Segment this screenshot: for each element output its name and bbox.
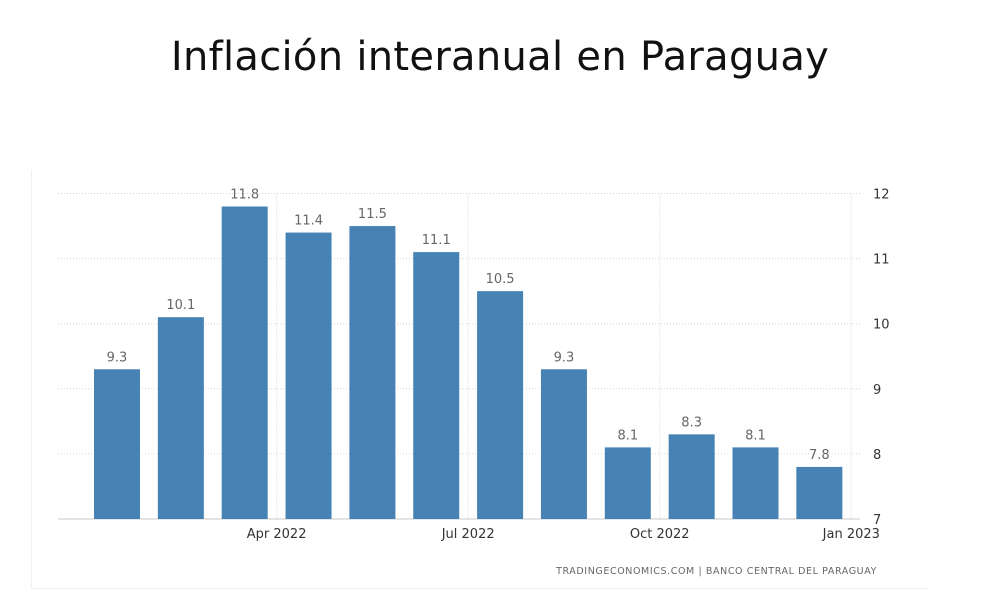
- source-credit: TRADINGECONOMICS.COM | BANCO CENTRAL DEL…: [555, 566, 877, 577]
- bar: [349, 226, 396, 520]
- y-tick-label: 8: [873, 448, 881, 463]
- y-axis-ticks: 12 11 10 9 8 7: [873, 188, 890, 529]
- bar: [796, 466, 843, 519]
- bar: [732, 447, 779, 519]
- y-tick-label: 11: [873, 253, 890, 268]
- bar: [157, 317, 204, 519]
- y-tick-label: 10: [873, 318, 890, 333]
- bar-value-label: 10.5: [486, 272, 515, 287]
- bar-value-labels: 9.3 10.1 11.8 11.4 11.5 11.1 10.5 9.3 8.1 8.3 8.1 7…: [107, 188, 830, 463]
- bar: [285, 232, 332, 519]
- bar-value-label: 8.3: [681, 415, 702, 430]
- bar-value-label: 11.5: [358, 207, 387, 222]
- x-tick-label: Jan 2023: [822, 527, 880, 542]
- bar: [221, 206, 268, 519]
- page-title: Inflación interanual en Paraguay: [170, 34, 830, 80]
- bars: [94, 206, 843, 520]
- bar: [604, 447, 651, 519]
- x-tick-label: Oct 2022: [630, 527, 690, 542]
- bar-value-label: 11.8: [230, 188, 259, 203]
- bar-value-label: 11.1: [422, 233, 451, 248]
- x-tick-label: Jul 2022: [441, 527, 495, 542]
- bar-value-label: 9.3: [554, 350, 575, 365]
- bar-value-label: 7.8: [809, 448, 830, 463]
- bar: [540, 369, 587, 519]
- bar: [413, 252, 460, 519]
- bar-value-label: 8.1: [745, 428, 766, 443]
- y-tick-label: 12: [873, 188, 890, 203]
- bar-value-label: 9.3: [107, 350, 128, 365]
- x-tick-label: Apr 2022: [247, 527, 307, 542]
- y-tick-label: 7: [873, 513, 881, 528]
- bar-value-label: 11.4: [294, 214, 323, 229]
- bar-value-label: 10.1: [166, 298, 195, 313]
- y-tick-label: 9: [873, 383, 881, 398]
- bar: [94, 369, 140, 519]
- x-axis-ticks: Apr 2022 Jul 2022 Oct 2022 Jan 2023: [247, 527, 880, 542]
- bar: [668, 434, 715, 519]
- bar-value-label: 8.1: [617, 428, 638, 443]
- bar: [477, 291, 524, 519]
